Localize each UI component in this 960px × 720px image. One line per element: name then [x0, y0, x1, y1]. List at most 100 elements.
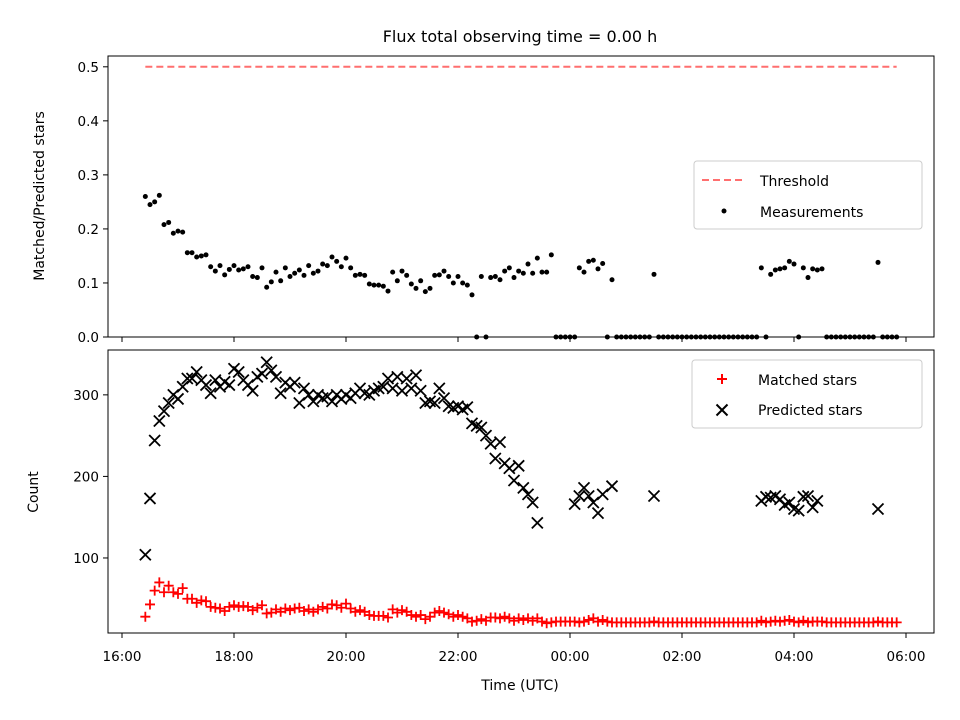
matched-star-point: [229, 600, 239, 611]
matched-star-point: [299, 605, 309, 616]
measurement-point: [768, 271, 774, 277]
measurement-point: [506, 265, 512, 271]
measurement-point: [436, 272, 442, 278]
measurement-point: [240, 266, 246, 272]
predicted-star-point: [512, 459, 525, 472]
bottom-plot-frame: [107, 349, 935, 634]
matched-star-point: [476, 614, 487, 625]
predicted-star-point: [797, 490, 810, 503]
matched-star-point: [751, 617, 762, 628]
matched-star-point: [583, 614, 594, 625]
measurement-point: [422, 289, 428, 295]
measurement-point: [203, 252, 209, 258]
predicted-star-point: [433, 382, 446, 395]
predicted-star-point: [307, 395, 320, 408]
measurement-point: [413, 285, 419, 291]
measurement-point: [161, 222, 167, 228]
bottom-y-tick-label: 100: [73, 551, 99, 567]
matched-star-point: [154, 577, 165, 588]
measurement-point: [348, 265, 354, 271]
measurement-point: [782, 265, 788, 271]
measurement-point: [152, 199, 158, 205]
predicted-star-point: [153, 414, 166, 428]
measurement-point: [296, 267, 302, 273]
matched-star-point: [439, 607, 449, 618]
matched-star-point: [378, 610, 389, 621]
measurement-point: [245, 264, 251, 270]
measurement-point: [273, 269, 279, 275]
matched-star-point: [448, 611, 459, 622]
measurement-point: [231, 263, 237, 269]
matched-star-point: [495, 613, 505, 624]
matched-star-point: [173, 588, 183, 599]
measurement-point: [315, 268, 321, 274]
measurements-legend-swatch: [721, 208, 727, 214]
measurement-point: [581, 269, 587, 275]
matched-star-point: [285, 605, 295, 616]
measurement-point: [362, 272, 368, 278]
predicted-star-point: [792, 504, 805, 517]
measurement-point: [366, 281, 372, 287]
measurement-point: [320, 261, 326, 267]
measurement-point: [446, 273, 452, 279]
measurement-point: [180, 229, 186, 235]
predicted-star-point: [568, 498, 581, 511]
matched-legend-label: Matched stars: [758, 373, 857, 389]
matched-star-point: [168, 587, 179, 598]
predicted-star-point: [526, 496, 539, 509]
bottom-legend: Matched stars Predicted stars: [691, 359, 923, 429]
measurement-point: [441, 268, 447, 274]
measurement-point: [525, 261, 531, 267]
predicted-star-point: [148, 434, 161, 447]
measurement-point: [772, 267, 778, 273]
measurement-point: [502, 268, 508, 274]
measurement-point: [418, 278, 424, 284]
measurement-point: [292, 270, 298, 276]
measurement-point: [278, 278, 284, 284]
predicted-star-point: [265, 364, 278, 377]
measurement-point: [287, 273, 293, 279]
predicted-star-point: [246, 384, 259, 397]
predicted-star-point: [171, 392, 185, 406]
predicted-star-point: [811, 494, 824, 508]
top-panel: 0.0 0.1 0.2 0.3 0.4 0.5 Matched/Predicted sta…: [32, 55, 935, 346]
measurement-point: [352, 272, 358, 278]
predicted-legend-label: Predicted stars: [758, 403, 863, 419]
top-y-tick-label: 0.3: [78, 168, 99, 184]
measurement-point: [651, 271, 657, 277]
matched-star-point: [317, 601, 328, 612]
predicted-stars-series: [139, 356, 885, 561]
measurement-point: [460, 280, 466, 286]
top-legend-box: [693, 160, 923, 230]
measurement-point: [334, 258, 340, 264]
matched-star-point: [597, 614, 608, 625]
measurement-point: [259, 265, 265, 271]
predicted-star-point: [647, 489, 661, 503]
measurement-point: [758, 265, 764, 271]
matched-star-point: [579, 616, 589, 627]
bottom-y-axis-label: Count: [26, 471, 42, 513]
predicted-star-point: [428, 396, 441, 410]
top-y-tick-label: 0.2: [78, 222, 99, 238]
predicted-star-point: [181, 372, 194, 385]
matched-star-point: [499, 611, 510, 622]
matched-star-point: [383, 612, 393, 623]
predicted-star-point: [199, 378, 213, 392]
measurement-point: [376, 282, 382, 288]
predicted-star-point: [493, 436, 507, 449]
predicted-star-point: [297, 382, 311, 395]
measurement-point: [586, 258, 592, 264]
predicted-star-point: [573, 489, 586, 503]
measurement-point: [492, 273, 498, 279]
predicted-star-point: [325, 395, 339, 408]
predicted-star-point: [288, 376, 301, 389]
measurement-point: [595, 266, 601, 272]
top-y-tick-label: 0.0: [78, 330, 99, 346]
matched-star-point: [163, 580, 174, 591]
measurement-point: [455, 273, 461, 279]
predicted-star-point: [871, 502, 885, 516]
measurement-point: [488, 275, 494, 281]
measurement-point: [142, 194, 148, 199]
predicted-star-point: [302, 388, 315, 401]
x-tick-label: 02:00: [663, 649, 702, 665]
